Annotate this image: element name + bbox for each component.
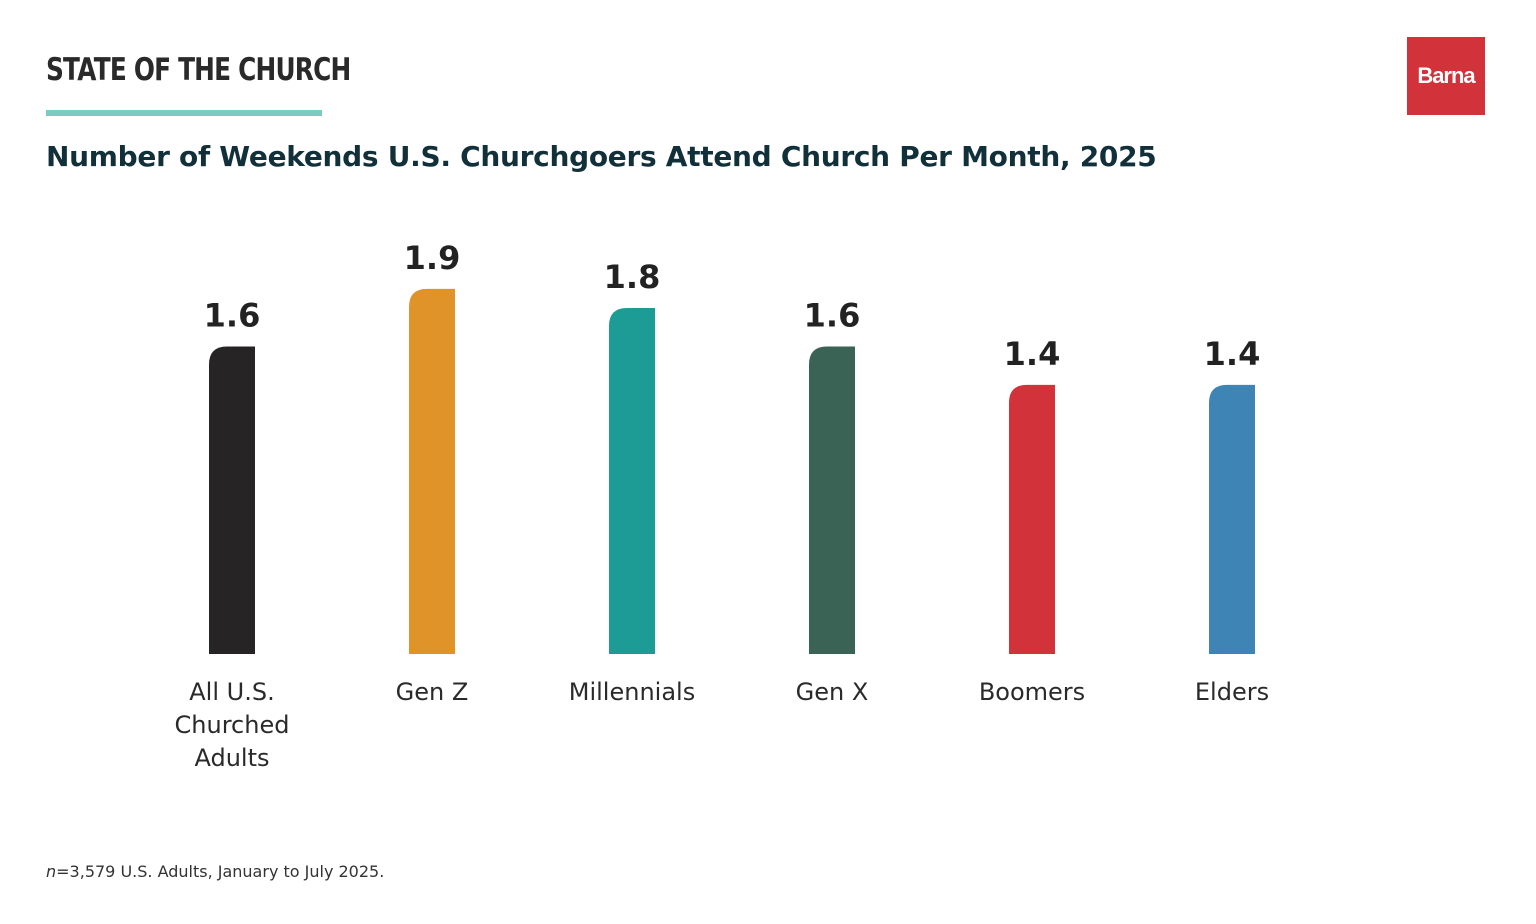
bar-3	[809, 346, 855, 654]
value-label-1: 1.9	[404, 239, 461, 277]
category-label-5: Elders	[1195, 678, 1269, 706]
series-title: STATE OF THE CHURCH	[46, 52, 351, 88]
footnote: n=3,579 U.S. Adults, January to July 202…	[46, 862, 384, 881]
category-label-2: Millennials	[569, 678, 695, 706]
chart-title: Number of Weekends U.S. Churchgoers Atte…	[46, 140, 1157, 173]
category-label-1: Gen Z	[396, 678, 469, 706]
value-label-5: 1.4	[1204, 335, 1261, 373]
series-title-underline	[46, 110, 322, 116]
bar-0	[209, 346, 255, 654]
footnote-n: n	[46, 862, 57, 881]
bar-5	[1209, 384, 1255, 654]
value-label-4: 1.4	[1004, 335, 1061, 373]
value-label-0: 1.6	[204, 296, 261, 334]
category-label-0: All U.S. Churched Adults	[175, 678, 290, 772]
barna-logo: Barna	[1407, 37, 1485, 115]
footnote-text: =3,579 U.S. Adults, January to July 2025…	[56, 862, 385, 881]
category-label-4: Boomers	[979, 678, 1085, 706]
category-label-3: Gen X	[796, 678, 869, 706]
barna-logo-text: Barna	[1417, 63, 1475, 88]
bar-1	[409, 288, 455, 654]
bar-4	[1009, 384, 1055, 654]
value-label-2: 1.8	[604, 258, 661, 296]
bar-2	[609, 308, 655, 654]
value-label-3: 1.6	[804, 296, 861, 334]
